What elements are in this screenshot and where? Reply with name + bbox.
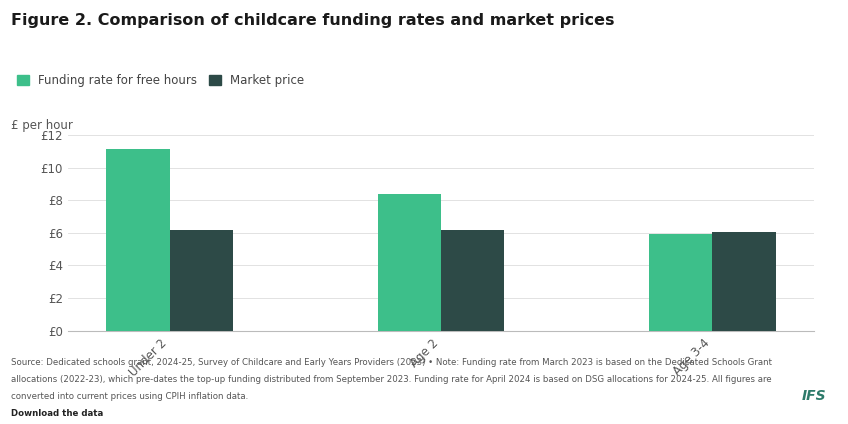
Bar: [712, 232, 776, 331]
Text: Source: Dedicated schools grant, 2024-25, Survey of Childcare and Early Years Pr: Source: Dedicated schools grant, 2024-25…: [11, 358, 772, 367]
Bar: [170, 230, 233, 331]
Text: £ per hour: £ per hour: [11, 119, 73, 132]
Bar: [649, 234, 712, 331]
Text: IFS: IFS: [801, 389, 826, 403]
Text: converted into current prices using CPIH inflation data.: converted into current prices using CPIH…: [11, 392, 248, 401]
Bar: [441, 230, 505, 331]
Text: allocations (2022-23), which pre-dates the top-up funding distributed from Septe: allocations (2022-23), which pre-dates t…: [11, 375, 772, 384]
Text: Figure 2. Comparison of childcare funding rates and market prices: Figure 2. Comparison of childcare fundin…: [11, 13, 615, 28]
Bar: [377, 194, 441, 331]
Text: Download the data: Download the data: [11, 409, 103, 418]
Legend: Funding rate for free hours, Market price: Funding rate for free hours, Market pric…: [17, 74, 304, 87]
Bar: [106, 149, 170, 331]
